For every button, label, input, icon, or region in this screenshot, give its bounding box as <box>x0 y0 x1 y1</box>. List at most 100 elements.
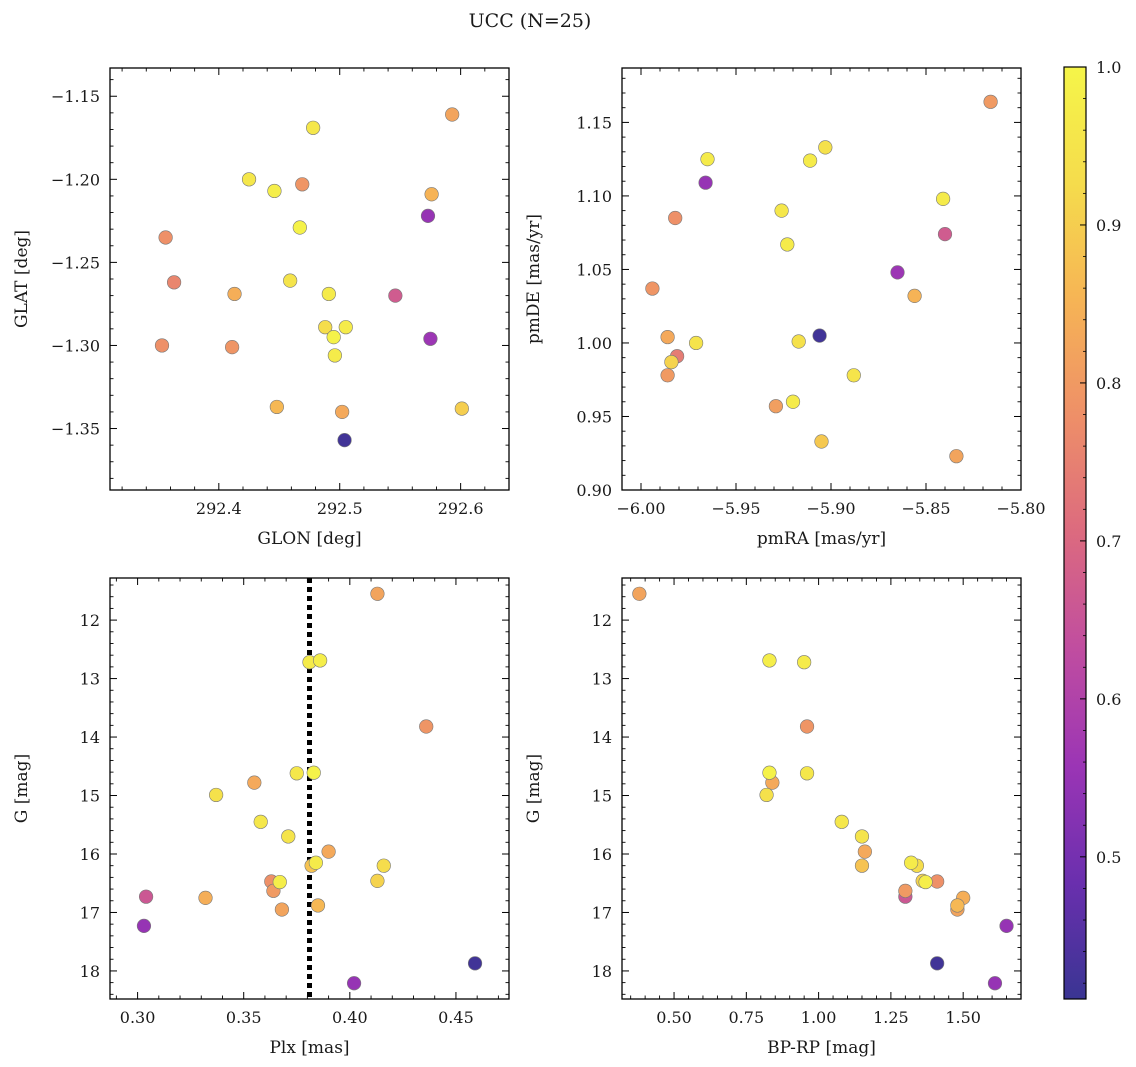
scatter-point <box>814 434 829 449</box>
scatter-point <box>370 586 385 601</box>
axes-frame <box>621 577 1022 1000</box>
scatter-point <box>802 153 818 168</box>
colorbar-tick-label: 0.8 <box>1096 374 1121 393</box>
scatter-point <box>247 775 262 790</box>
y-tick-label: 1.15 <box>576 113 612 132</box>
y-tick-label: 17 <box>80 903 100 922</box>
scatter-point <box>289 766 304 781</box>
y-tick-label: 17 <box>592 903 612 922</box>
scatter-point <box>812 328 827 343</box>
scatter-point <box>138 889 154 904</box>
x-tick-label: −5.80 <box>996 499 1045 518</box>
y-tick-label: −1.30 <box>51 336 100 355</box>
y-tick-label: 16 <box>592 845 612 864</box>
x-axis-label: BP-RP [mag] <box>767 1038 876 1058</box>
scatter-point <box>935 191 951 206</box>
scatter-point <box>759 787 774 803</box>
scatter-point <box>774 203 789 218</box>
y-axis-label: pmDE [mas/yr] <box>524 214 544 344</box>
scatter-point <box>295 177 310 192</box>
scatter-point <box>791 334 806 349</box>
y-tick-label: 1.10 <box>576 187 612 206</box>
scatter-point <box>326 330 341 345</box>
x-tick-label: −5.90 <box>806 499 855 518</box>
scatter-point <box>310 898 326 913</box>
scatter-point <box>854 829 870 844</box>
scatter-point <box>335 404 350 420</box>
colorbar-tick-label: 1.0 <box>1096 58 1121 77</box>
colorbar-tick-label: 0.6 <box>1096 690 1121 709</box>
scatter-point <box>420 208 436 223</box>
scatter-point <box>950 898 965 913</box>
x-tick-label: 292.6 <box>438 499 484 518</box>
panel-3: 0.30 0.35 0.40 0.45 12 13 14 15 16 17 18 Plx [mas] G… <box>12 577 510 1058</box>
scatter-point <box>762 765 777 780</box>
y-tick-label: 0.90 <box>576 481 612 500</box>
scatter-point <box>370 873 385 888</box>
y-tick-label: −1.25 <box>51 253 100 272</box>
scatter-point <box>797 655 812 670</box>
scatter-point <box>898 883 913 898</box>
y-tick-label: 15 <box>80 787 100 806</box>
scatter-point <box>327 348 342 363</box>
scatter-point <box>987 976 1003 991</box>
y-tick-label: 12 <box>80 611 100 630</box>
scatter-point <box>700 152 715 167</box>
scatter-point <box>267 183 282 199</box>
scatter-point <box>419 719 434 734</box>
scatter-point <box>423 331 438 346</box>
scatter-point <box>918 874 933 890</box>
x-tick-label: −6.00 <box>616 499 665 518</box>
scatter-point <box>198 890 213 905</box>
scatter-point <box>467 956 483 971</box>
scatter-point <box>930 956 945 971</box>
scatter-point <box>306 120 321 135</box>
y-tick-label: 14 <box>80 728 100 747</box>
colorbar: 0.5 0.6 0.7 0.8 0.9 1.0 <box>1063 58 1121 1000</box>
scatter-point <box>768 399 784 414</box>
panels: 292.4 292.5 292.6 −1.15 −1.20 −1.25 −1.30 −1.35… <box>12 67 1046 1058</box>
colorbar-bar <box>1063 66 1087 1000</box>
scatter-point <box>241 172 257 187</box>
colorbar-tick-label: 0.9 <box>1096 216 1121 235</box>
figure-title: UCC (N=25) <box>469 10 592 32</box>
y-tick-label: 1.00 <box>576 334 612 353</box>
scatter-point <box>166 275 182 290</box>
x-axis-label: pmRA [mas/yr] <box>757 529 886 549</box>
scatter-point <box>253 814 268 829</box>
y-tick-label: 18 <box>80 962 100 981</box>
scatter-point <box>780 237 795 252</box>
scatter-point <box>857 844 872 859</box>
scatter-point <box>664 354 679 370</box>
scatter-point <box>688 335 704 351</box>
scatter-point <box>937 227 953 242</box>
scatter-point <box>645 281 660 296</box>
y-tick-label: −1.15 <box>51 87 100 106</box>
scatter-point <box>632 586 647 601</box>
scatter-point <box>318 320 333 335</box>
scatter-point <box>834 814 849 829</box>
x-tick-label: 0.35 <box>226 1008 262 1027</box>
scatter-point <box>445 107 460 122</box>
scatter-point <box>321 286 336 302</box>
scatter-point <box>269 399 284 415</box>
x-tick-label: −5.95 <box>711 499 760 518</box>
scatter-point <box>376 858 391 873</box>
scatter-point <box>281 829 296 844</box>
scatter-point <box>799 719 815 734</box>
scatter-point <box>274 902 290 917</box>
scatter-point <box>338 320 353 335</box>
x-tick-label: 292.4 <box>196 499 242 518</box>
scatter-point <box>818 140 833 155</box>
x-axis-label: Plx [mas] <box>269 1038 349 1058</box>
scatter-point <box>660 329 675 345</box>
scatter-point <box>158 230 173 245</box>
scatter-point <box>308 855 323 870</box>
scatter-point <box>225 340 240 355</box>
y-tick-label: 13 <box>592 670 612 689</box>
axes-frame <box>621 67 1022 491</box>
x-tick-label: −5.85 <box>901 499 950 518</box>
scatter-point <box>999 918 1014 934</box>
panel-1: 292.4 292.5 292.6 −1.15 −1.20 −1.25 −1.30 −1.35… <box>12 67 510 549</box>
scatter-point <box>424 187 439 202</box>
